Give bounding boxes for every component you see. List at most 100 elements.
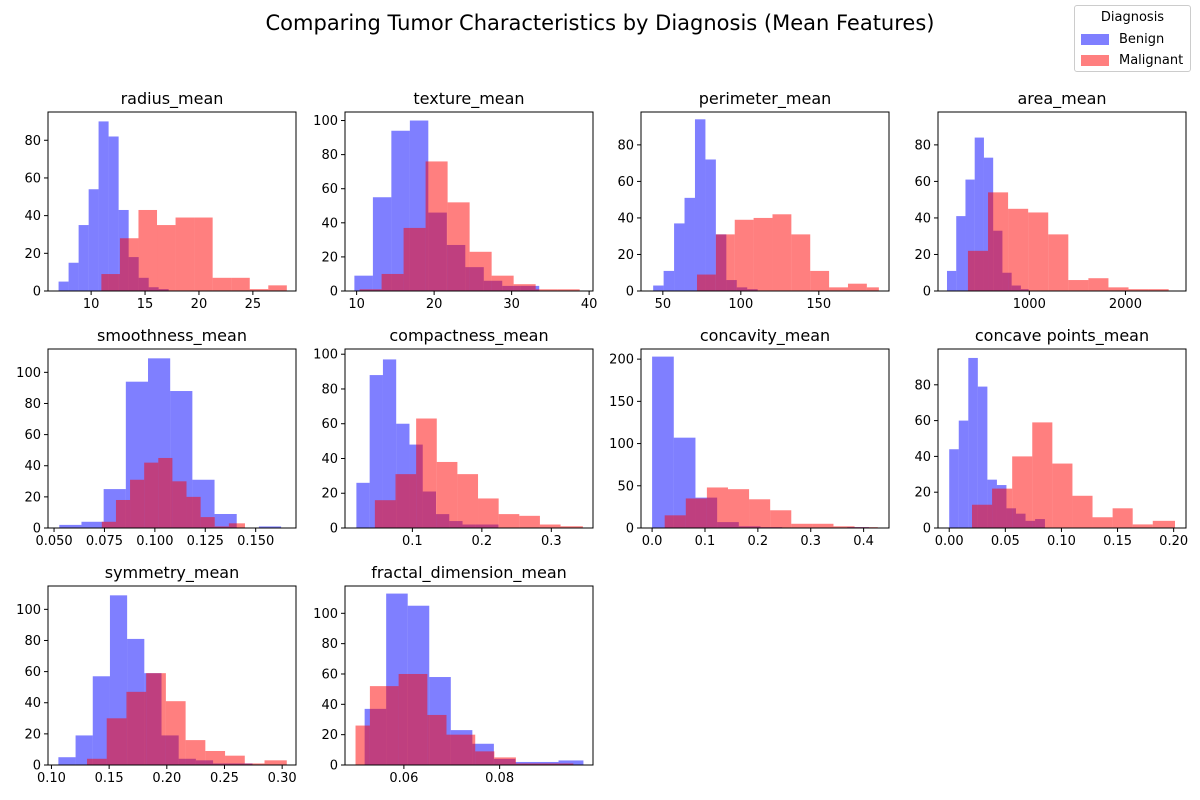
y-tick-label-compactness-mean: 40: [321, 452, 338, 467]
bar-concave-points-mean-benign: [949, 449, 959, 528]
bar-smoothness-mean-malignant: [115, 499, 131, 528]
bar-symmetry-mean-malignant: [106, 718, 127, 765]
x-tick-label-perimeter-mean: 150: [806, 297, 831, 312]
y-tick-label-symmetry-mean: 80: [24, 634, 41, 649]
bar-compactness-mean-benign: [382, 359, 397, 528]
bar-fractal-dimension-mean-malignant: [475, 751, 495, 765]
axes-frame-fractal-dimension-mean: [344, 585, 594, 766]
x-tick-label-symmetry-mean: 0.30: [268, 771, 297, 786]
bar-area-mean-benign: [974, 137, 984, 291]
bar-compactness-mean-malignant: [498, 514, 520, 528]
bar-symmetry-mean-malignant: [205, 750, 226, 765]
y-tick-label-texture-mean: 40: [321, 216, 338, 231]
bar-area-mean-malignant: [1028, 212, 1049, 291]
x-tick-label-radius-mean: 10: [83, 297, 100, 312]
axes-frame-texture-mean: [344, 111, 594, 292]
x-tick-label-concavity-mean: 0.4: [853, 534, 874, 549]
bar-smoothness-mean-malignant: [214, 526, 229, 528]
bar-texture-mean-benign: [354, 275, 373, 291]
bar-area-mean-malignant: [1088, 278, 1109, 291]
y-tick-label-compactness-mean: 60: [321, 417, 338, 432]
bar-texture-mean-benign: [372, 197, 392, 291]
bar-area-mean-malignant: [1148, 289, 1169, 291]
bar-area-mean-malignant: [1128, 289, 1149, 291]
y-tick-label-radius-mean: 60: [24, 171, 41, 186]
bar-symmetry-mean-malignant: [146, 673, 166, 765]
bar-texture-mean-malignant: [425, 161, 448, 291]
y-tick-label-fractal-dimension-mean: 20: [321, 728, 338, 743]
bar-smoothness-mean-malignant: [172, 481, 187, 528]
x-tick-label-concave-points-mean: 0.10: [1047, 534, 1076, 549]
bar-concave-points-mean-malignant: [1092, 517, 1113, 528]
axes-frame-perimeter-mean: [640, 111, 890, 292]
y-tick-label-concavity-mean: 0: [626, 522, 634, 537]
x-tick-label-perimeter-mean: 100: [728, 297, 753, 312]
bar-perimeter-mean-malignant: [866, 287, 879, 291]
bar-perimeter-mean-benign: [674, 223, 685, 291]
y-tick-label-concavity-mean: 150: [609, 395, 634, 410]
bar-texture-mean-malignant: [469, 251, 492, 291]
bar-radius-mean-benign: [58, 281, 69, 291]
bar-concave-points-mean-malignant: [972, 504, 993, 528]
bar-radius-mean-benign: [108, 136, 119, 291]
bar-texture-mean-malignant: [535, 289, 558, 291]
x-tick-label-texture-mean: 30: [503, 297, 520, 312]
bar-compactness-mean-malignant: [519, 515, 540, 528]
subplot-title-concave-points-mean: concave points_mean: [975, 326, 1149, 346]
bar-fractal-dimension-mean-malignant: [494, 757, 516, 765]
bar-symmetry-mean-malignant: [225, 755, 245, 765]
x-tick-label-symmetry-mean: 0.20: [152, 771, 181, 786]
x-tick-label-texture-mean: 20: [426, 297, 443, 312]
bar-perimeter-mean-malignant: [772, 214, 792, 291]
bar-concave-points-mean-benign: [958, 420, 969, 528]
bar-concavity-mean-malignant: [833, 526, 855, 528]
x-tick-label-concave-points-mean: 0.20: [1159, 534, 1188, 549]
y-tick-label-compactness-mean: 0: [330, 522, 338, 537]
bar-smoothness-mean-malignant: [200, 517, 215, 528]
y-tick-label-area-mean: 60: [914, 175, 931, 190]
bar-smoothness-mean-benign: [81, 521, 104, 528]
bar-smoothness-mean-benign: [59, 524, 82, 528]
bar-symmetry-mean-benign: [75, 735, 93, 765]
bar-compactness-mean-malignant: [478, 498, 499, 528]
legend-label-benign: Benign: [1119, 32, 1165, 47]
y-tick-label-symmetry-mean: 100: [16, 603, 41, 618]
x-tick-label-area-mean: 1000: [1013, 297, 1046, 312]
y-tick-label-perimeter-mean: 20: [617, 248, 634, 263]
y-tick-label-smoothness-mean: 20: [24, 490, 41, 505]
bar-radius-mean-malignant: [157, 225, 176, 291]
bar-concavity-mean-benign: [652, 356, 674, 528]
bar-symmetry-mean-malignant: [165, 701, 186, 765]
x-tick-label-compactness-mean: 0.2: [472, 534, 493, 549]
y-tick-label-texture-mean: 80: [321, 148, 338, 163]
bar-texture-mean-malignant: [447, 202, 470, 291]
subplot-title-symmetry-mean: symmetry_mean: [105, 563, 240, 583]
y-tick-label-concavity-mean: 100: [609, 437, 634, 452]
bar-radius-mean-benign: [98, 121, 109, 291]
bar-concave-points-mean-malignant: [1032, 422, 1053, 528]
x-tick-label-perimeter-mean: 50: [655, 297, 672, 312]
x-tick-label-area-mean: 2000: [1109, 297, 1142, 312]
bar-symmetry-mean-malignant: [185, 740, 206, 765]
bar-concave-points-mean-malignant: [1152, 520, 1175, 528]
bar-concave-points-mean-benign: [977, 386, 988, 528]
x-tick-label-smoothness-mean: 0.050: [35, 534, 72, 549]
y-tick-label-area-mean: 80: [914, 138, 931, 153]
subplot-title-compactness-mean: compactness_mean: [389, 326, 548, 346]
bar-compactness-mean-malignant: [395, 474, 417, 528]
bar-area-mean-malignant: [988, 192, 1009, 291]
bar-compactness-mean-benign: [356, 482, 370, 528]
bar-concavity-mean-malignant: [727, 489, 750, 528]
y-tick-label-concave-points-mean: 80: [914, 378, 931, 393]
x-tick-label-concavity-mean: 0.3: [800, 534, 821, 549]
y-tick-label-texture-mean: 60: [321, 182, 338, 197]
x-tick-label-concavity-mean: 0.2: [748, 534, 769, 549]
bar-radius-mean-malignant: [101, 274, 120, 291]
bar-radius-mean-malignant: [138, 209, 158, 291]
legend-swatch-malignant: [1081, 55, 1109, 66]
y-tick-label-symmetry-mean: 40: [24, 696, 41, 711]
axes-frame-concavity-mean: [640, 348, 890, 529]
bar-fractal-dimension-mean-benign: [558, 760, 584, 765]
bar-texture-mean-malignant: [513, 284, 536, 291]
